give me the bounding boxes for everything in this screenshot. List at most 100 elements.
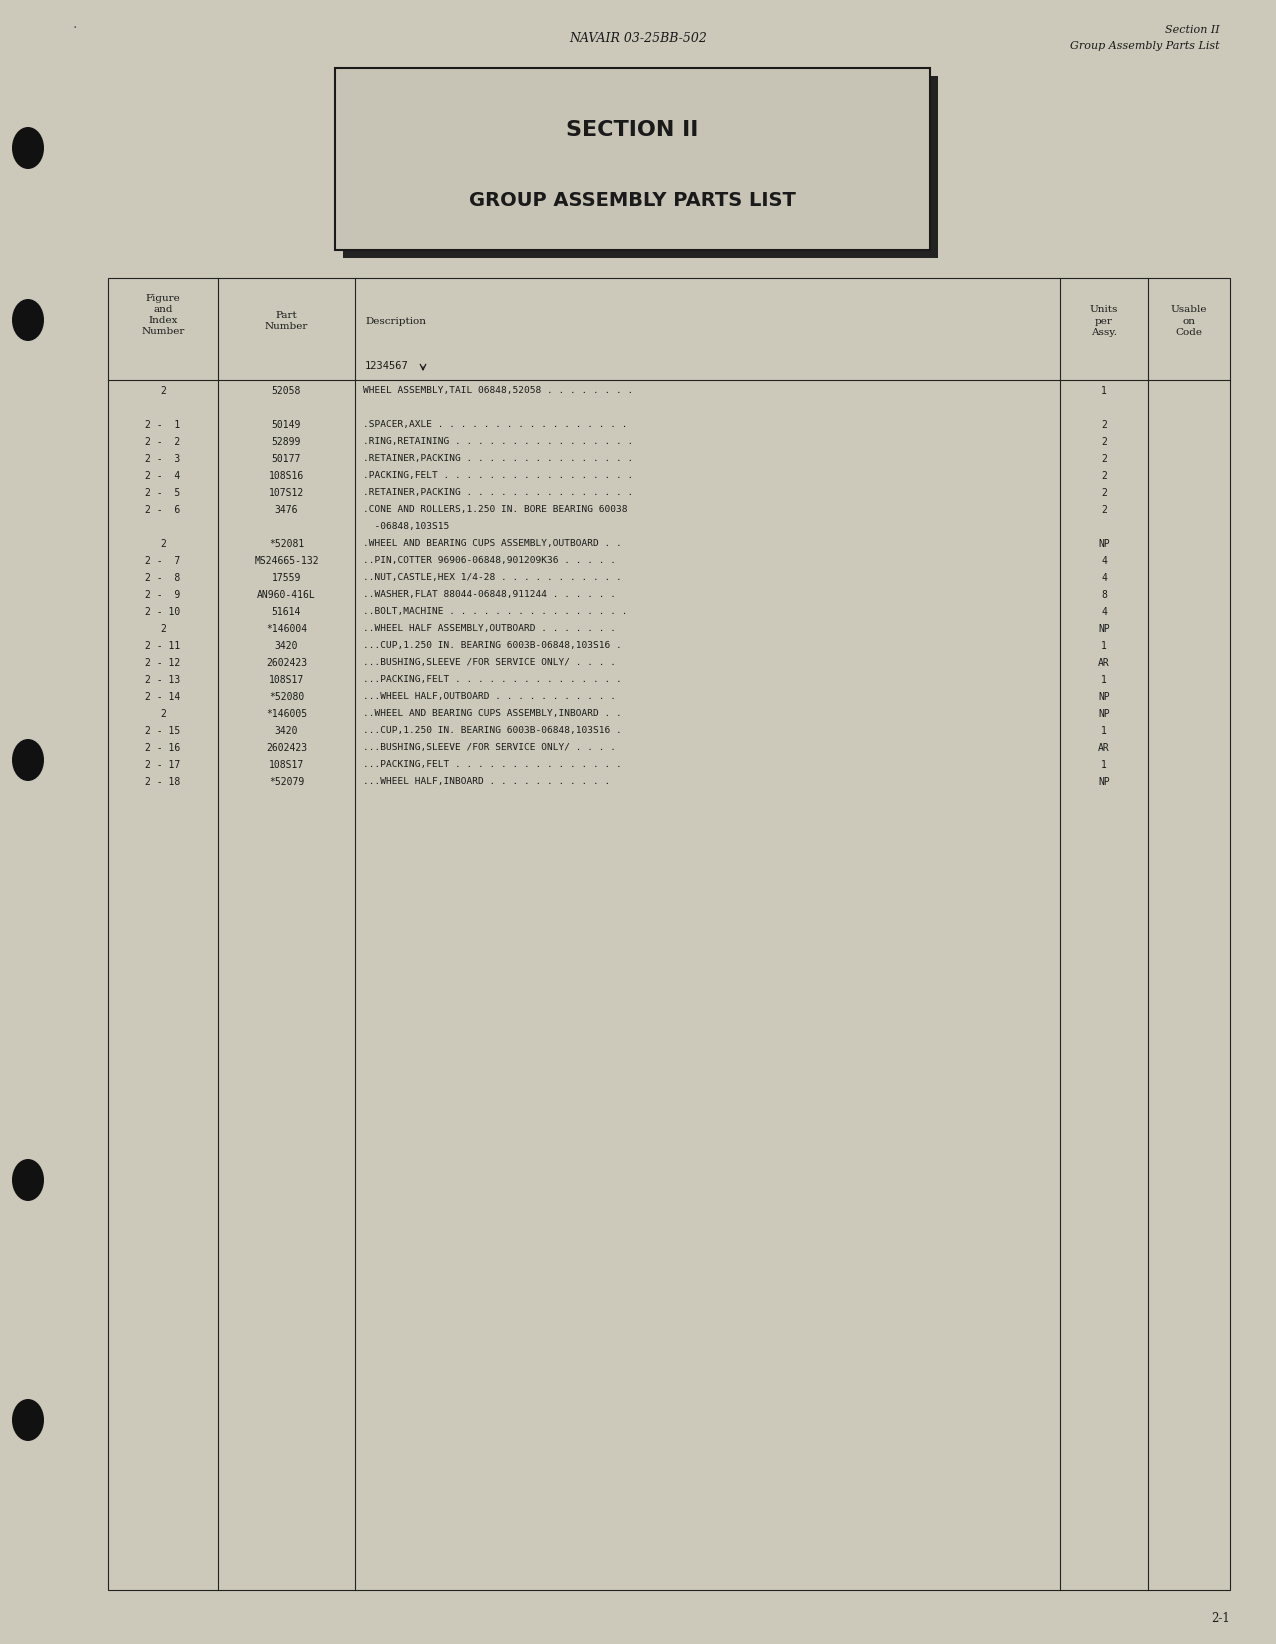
Text: NP: NP xyxy=(1099,692,1110,702)
Text: ..WHEEL AND BEARING CUPS ASSEMBLY,INBOARD . .: ..WHEEL AND BEARING CUPS ASSEMBLY,INBOAR… xyxy=(362,709,621,718)
Text: Description: Description xyxy=(365,317,426,326)
Text: 2: 2 xyxy=(160,539,166,549)
Text: 52058: 52058 xyxy=(272,385,301,396)
Text: Group Assembly Parts List: Group Assembly Parts List xyxy=(1071,41,1220,51)
Text: 2 - 16: 2 - 16 xyxy=(145,743,181,753)
Text: ..WHEEL HALF ASSEMBLY,OUTBOARD . . . . . . .: ..WHEEL HALF ASSEMBLY,OUTBOARD . . . . .… xyxy=(362,625,616,633)
Text: 2 -  9: 2 - 9 xyxy=(145,590,181,600)
Ellipse shape xyxy=(11,127,43,169)
Text: Units
per
Assy.: Units per Assy. xyxy=(1090,306,1118,337)
Text: *52081: *52081 xyxy=(269,539,304,549)
Text: 2: 2 xyxy=(1101,437,1108,447)
Bar xyxy=(343,76,938,258)
Text: 4: 4 xyxy=(1101,607,1108,616)
Text: 2: 2 xyxy=(160,709,166,718)
Text: 17559: 17559 xyxy=(272,572,301,582)
Text: 1: 1 xyxy=(1101,385,1108,396)
Text: .WHEEL AND BEARING CUPS ASSEMBLY,OUTBOARD . .: .WHEEL AND BEARING CUPS ASSEMBLY,OUTBOAR… xyxy=(362,539,621,547)
Text: *52079: *52079 xyxy=(269,776,304,786)
Text: NP: NP xyxy=(1099,539,1110,549)
Text: 2: 2 xyxy=(1101,419,1108,429)
Text: SECTION II: SECTION II xyxy=(567,120,699,140)
Text: 2 -  3: 2 - 3 xyxy=(145,454,181,464)
Text: ..BOLT,MACHINE . . . . . . . . . . . . . . . .: ..BOLT,MACHINE . . . . . . . . . . . . .… xyxy=(362,607,628,616)
Text: 107S12: 107S12 xyxy=(269,488,304,498)
Text: 2-1: 2-1 xyxy=(1211,1611,1230,1624)
Text: WHEEL ASSEMBLY,TAIL 06848,52058 . . . . . . . .: WHEEL ASSEMBLY,TAIL 06848,52058 . . . . … xyxy=(362,386,633,395)
Text: ...WHEEL HALF,INBOARD . . . . . . . . . . .: ...WHEEL HALF,INBOARD . . . . . . . . . … xyxy=(362,778,610,786)
Text: 1: 1 xyxy=(1101,674,1108,684)
Text: ...WHEEL HALF,OUTBOARD . . . . . . . . . . .: ...WHEEL HALF,OUTBOARD . . . . . . . . .… xyxy=(362,692,616,700)
Text: AR: AR xyxy=(1099,658,1110,667)
Text: AN960-416L: AN960-416L xyxy=(258,590,316,600)
Text: NP: NP xyxy=(1099,709,1110,718)
Text: *146005: *146005 xyxy=(265,709,308,718)
Text: 2 - 14: 2 - 14 xyxy=(145,692,181,702)
Text: 50177: 50177 xyxy=(272,454,301,464)
Text: ...BUSHING,SLEEVE /FOR SERVICE ONLY/ . . . .: ...BUSHING,SLEEVE /FOR SERVICE ONLY/ . .… xyxy=(362,743,616,751)
Text: 2 -  8: 2 - 8 xyxy=(145,572,181,582)
Text: 1: 1 xyxy=(1101,725,1108,735)
Text: 1: 1 xyxy=(1101,760,1108,769)
Text: 2 -  4: 2 - 4 xyxy=(145,470,181,480)
Text: 52899: 52899 xyxy=(272,437,301,447)
Text: ...PACKING,FELT . . . . . . . . . . . . . . .: ...PACKING,FELT . . . . . . . . . . . . … xyxy=(362,760,621,769)
Text: 2 - 18: 2 - 18 xyxy=(145,776,181,786)
Text: 2 - 11: 2 - 11 xyxy=(145,641,181,651)
Text: ...CUP,1.250 IN. BEARING 6003B-06848,103S16 .: ...CUP,1.250 IN. BEARING 6003B-06848,103… xyxy=(362,727,621,735)
Bar xyxy=(336,67,930,250)
Text: Section II: Section II xyxy=(1165,25,1220,35)
Ellipse shape xyxy=(11,1399,43,1442)
Text: 2 -  7: 2 - 7 xyxy=(145,556,181,566)
Text: .RETAINER,PACKING . . . . . . . . . . . . . . .: .RETAINER,PACKING . . . . . . . . . . . … xyxy=(362,488,633,496)
Text: .PACKING,FELT . . . . . . . . . . . . . . . . .: .PACKING,FELT . . . . . . . . . . . . . … xyxy=(362,470,633,480)
Text: 2: 2 xyxy=(160,623,166,633)
Text: .RING,RETAINING . . . . . . . . . . . . . . . .: .RING,RETAINING . . . . . . . . . . . . … xyxy=(362,437,633,446)
Text: 2 -  5: 2 - 5 xyxy=(145,488,181,498)
Text: ·: · xyxy=(73,21,77,35)
Text: NP: NP xyxy=(1099,623,1110,633)
Text: ..PIN,COTTER 96906-06848,901209K36 . . . . .: ..PIN,COTTER 96906-06848,901209K36 . . .… xyxy=(362,556,616,566)
Text: 2 - 13: 2 - 13 xyxy=(145,674,181,684)
Text: *146004: *146004 xyxy=(265,623,308,633)
Text: -06848,103S15: -06848,103S15 xyxy=(362,523,449,531)
Text: 2: 2 xyxy=(1101,454,1108,464)
Text: 4: 4 xyxy=(1101,556,1108,566)
Text: 50149: 50149 xyxy=(272,419,301,429)
Text: ..WASHER,FLAT 88044-06848,911244 . . . . . .: ..WASHER,FLAT 88044-06848,911244 . . . .… xyxy=(362,590,616,598)
Text: GROUP ASSEMBLY PARTS LIST: GROUP ASSEMBLY PARTS LIST xyxy=(470,191,796,209)
Ellipse shape xyxy=(11,299,43,340)
Text: 2 - 15: 2 - 15 xyxy=(145,725,181,735)
Text: 108S17: 108S17 xyxy=(269,760,304,769)
Text: ...CUP,1.250 IN. BEARING 6003B-06848,103S16 .: ...CUP,1.250 IN. BEARING 6003B-06848,103… xyxy=(362,641,621,649)
Text: Figure
and
Index
Number: Figure and Index Number xyxy=(142,294,185,335)
Text: 2 - 17: 2 - 17 xyxy=(145,760,181,769)
Text: Usable
on
Code: Usable on Code xyxy=(1171,306,1207,337)
Text: ..NUT,CASTLE,HEX 1/4-28 . . . . . . . . . . .: ..NUT,CASTLE,HEX 1/4-28 . . . . . . . . … xyxy=(362,574,621,582)
Text: 2 - 12: 2 - 12 xyxy=(145,658,181,667)
Text: Part
Number: Part Number xyxy=(265,311,309,330)
Text: 4: 4 xyxy=(1101,572,1108,582)
Text: MS24665-132: MS24665-132 xyxy=(254,556,319,566)
Text: 2: 2 xyxy=(1101,470,1108,480)
Text: 1: 1 xyxy=(1101,641,1108,651)
Text: 2 - 10: 2 - 10 xyxy=(145,607,181,616)
Text: 108S16: 108S16 xyxy=(269,470,304,480)
Text: 8: 8 xyxy=(1101,590,1108,600)
Text: 2 -  6: 2 - 6 xyxy=(145,505,181,515)
Text: 3420: 3420 xyxy=(274,725,299,735)
Text: 2602423: 2602423 xyxy=(265,658,308,667)
Text: 3420: 3420 xyxy=(274,641,299,651)
Text: 2602423: 2602423 xyxy=(265,743,308,753)
Text: 2 -  2: 2 - 2 xyxy=(145,437,181,447)
Text: NP: NP xyxy=(1099,776,1110,786)
Ellipse shape xyxy=(11,1159,43,1202)
Text: .RETAINER,PACKING . . . . . . . . . . . . . . .: .RETAINER,PACKING . . . . . . . . . . . … xyxy=(362,454,633,464)
Text: NAVAIR 03-25BB-502: NAVAIR 03-25BB-502 xyxy=(569,31,707,44)
Text: 1234567: 1234567 xyxy=(365,362,408,372)
Text: 3476: 3476 xyxy=(274,505,299,515)
Text: 2: 2 xyxy=(160,385,166,396)
Text: .CONE AND ROLLERS,1.250 IN. BORE BEARING 60038: .CONE AND ROLLERS,1.250 IN. BORE BEARING… xyxy=(362,505,628,515)
Text: ...BUSHING,SLEEVE /FOR SERVICE ONLY/ . . . .: ...BUSHING,SLEEVE /FOR SERVICE ONLY/ . .… xyxy=(362,658,616,667)
Text: ...PACKING,FELT . . . . . . . . . . . . . . .: ...PACKING,FELT . . . . . . . . . . . . … xyxy=(362,676,621,684)
